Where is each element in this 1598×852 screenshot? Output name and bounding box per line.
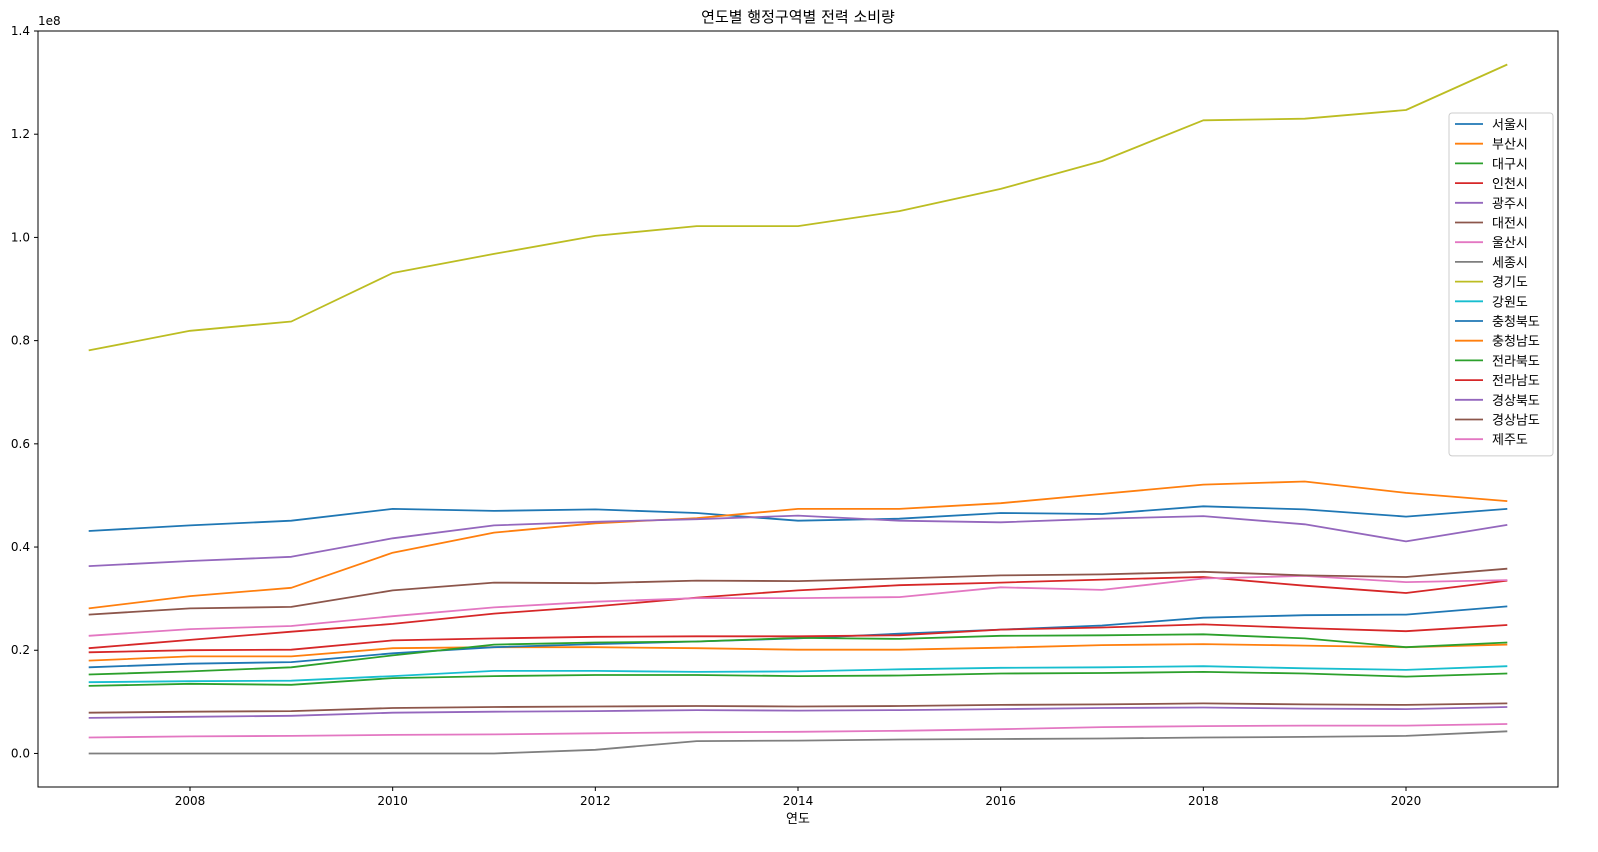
y-tick-label: 1.4 <box>11 24 30 38</box>
y-axis-ticks: 0.0 0.2 0.4 0.6 0.8 1.0 1.2 1.4 <box>11 24 38 760</box>
y-tick-label: 1.2 <box>11 127 30 141</box>
series-line-14 <box>88 623 1508 654</box>
x-tick-label: 2012 <box>580 794 611 808</box>
legend-label: 광주시 <box>1492 197 1528 212</box>
x-tick-label: 2016 <box>985 794 1016 808</box>
series-line-7 <box>88 575 1508 637</box>
x-tick-label: 2010 <box>377 794 408 808</box>
y-tick-label: 0.2 <box>11 643 30 657</box>
y-tick-label: 0.6 <box>11 437 30 451</box>
legend-label: 울산시 <box>1492 236 1528 251</box>
y-tick-label: 0.0 <box>11 746 30 760</box>
legend-box <box>1448 112 1554 457</box>
series-line-15 <box>88 514 1508 567</box>
legend-label: 부산시 <box>1492 138 1528 153</box>
series-line-5 <box>88 706 1508 719</box>
legend-label: 제주도 <box>1492 433 1528 448</box>
series-line-12 <box>88 480 1508 610</box>
legend-label: 경기도 <box>1492 276 1528 291</box>
x-tick-label: 2018 <box>1188 794 1219 808</box>
legend-label: 대전시 <box>1492 217 1528 232</box>
legend-label: 대구시 <box>1492 157 1528 172</box>
y-tick-label: 0.4 <box>11 540 30 554</box>
series-line-4 <box>88 576 1508 650</box>
legend-label: 전라북도 <box>1492 354 1540 369</box>
series-line-16 <box>88 567 1508 616</box>
y-tick-label: 1.0 <box>11 230 30 244</box>
series-line-17 <box>88 723 1508 739</box>
legend-label: 경상남도 <box>1492 414 1540 429</box>
legend-label: 인천시 <box>1492 177 1528 192</box>
legend-label: 세종시 <box>1492 256 1528 271</box>
series-line-1 <box>88 505 1508 532</box>
legend-label: 충청남도 <box>1492 335 1540 350</box>
legend: 서울시부산시대구시인천시광주시대전시울산시세종시경기도강원도충청북도충청남도전라… <box>1448 112 1554 457</box>
legend-label: 서울시 <box>1492 118 1528 133</box>
legend-label: 전라남도 <box>1492 374 1540 389</box>
series-line-9 <box>88 63 1508 352</box>
y-axis-offset-text: 1e8 <box>38 14 61 28</box>
series-line-10 <box>88 665 1508 684</box>
series-line-3 <box>88 671 1508 687</box>
x-axis-label: 연도 <box>786 812 810 827</box>
series-line-2 <box>88 643 1508 662</box>
x-axis-ticks: 2008 2010 2012 2014 2016 2018 2020 <box>175 787 1422 808</box>
legend-label: 경상북도 <box>1492 394 1540 409</box>
x-tick-label: 2014 <box>783 794 814 808</box>
x-tick-label: 2008 <box>175 794 206 808</box>
legend-label: 충청북도 <box>1492 315 1540 330</box>
x-tick-label: 2020 <box>1391 794 1422 808</box>
series-line-8 <box>88 730 1508 755</box>
series-line-6 <box>88 702 1508 714</box>
series-lines <box>88 63 1508 755</box>
series-line-13 <box>88 633 1508 676</box>
legend-label: 강원도 <box>1492 295 1528 310</box>
y-tick-label: 0.8 <box>11 334 30 348</box>
chart-title: 연도별 행정구역별 전력 소비량 <box>701 8 895 26</box>
